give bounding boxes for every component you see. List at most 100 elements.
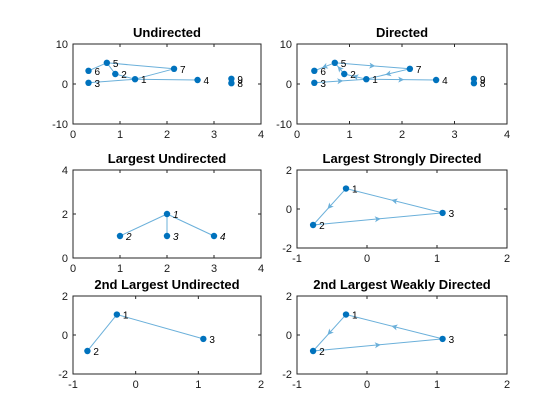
x-tick-label: 1: [117, 263, 123, 275]
edge-arrowhead: [337, 66, 344, 73]
graph-node: [439, 335, 446, 343]
graph-node: [131, 76, 139, 83]
axes-box: [296, 295, 508, 375]
node-label: 5: [341, 59, 347, 70]
node-label: 1: [352, 185, 358, 196]
x-tick-label: 1: [434, 379, 440, 391]
y-tick-label: 10: [280, 39, 292, 51]
graph-panel: Largest Undirected 0 1 2 3 4 0 2 4 1 2 3 4: [62, 151, 264, 275]
node-label: 2: [121, 70, 127, 81]
graph-edge: [88, 78, 136, 84]
node-label: 8: [480, 79, 486, 90]
y-tick-label: 0: [62, 79, 68, 91]
graph-edge: [115, 73, 136, 80]
edge-arrowhead: [374, 216, 381, 223]
x-tick-label: 0: [364, 379, 370, 391]
node-label: 2: [125, 232, 132, 243]
node-label: 6: [95, 67, 101, 78]
graph-node: [331, 59, 338, 66]
x-tick-label: -1: [292, 379, 302, 391]
x-tick-label: 2: [504, 253, 510, 265]
graph-node: [406, 65, 414, 73]
edge-arrowhead: [385, 70, 392, 77]
graph-panel: Largest Strongly Directed -1 0 1 2 -2 0 2 1 2 3: [282, 151, 510, 265]
x-tick-label: 3: [211, 263, 217, 275]
graph-edge: [106, 62, 175, 70]
y-tick-label: 10: [56, 39, 68, 51]
node-label: 1: [352, 311, 358, 322]
panel-title: 2nd Largest Undirected: [94, 277, 239, 292]
y-tick-label: 2: [286, 291, 292, 303]
graph-node: [210, 232, 218, 240]
edge-arrowhead: [321, 62, 329, 69]
x-tick-label: 2: [399, 129, 405, 141]
graph-node: [309, 221, 317, 229]
y-tick-label: 2: [62, 291, 68, 303]
node-label: 1: [173, 210, 179, 221]
edge-arrowhead: [374, 342, 381, 349]
x-tick-label: 0: [70, 263, 76, 275]
graph-node: [103, 59, 111, 66]
graph-node: [439, 209, 446, 217]
node-label: 3: [209, 335, 215, 346]
edge-arrowhead: [391, 198, 398, 205]
y-tick-label: 0: [62, 253, 68, 265]
y-tick-label: 4: [62, 165, 68, 177]
node-label: 9: [237, 75, 243, 86]
x-tick-label: 4: [504, 129, 510, 141]
node-label: 1: [372, 75, 378, 86]
y-tick-label: 0: [286, 330, 292, 342]
x-tick-label: 4: [258, 129, 264, 141]
y-tick-label: -2: [282, 369, 292, 381]
graph-edge: [88, 62, 108, 72]
x-tick-label: -1: [68, 379, 78, 391]
panel-title: 2nd Largest Weakly Directed: [313, 277, 491, 292]
edge-arrowhead: [398, 76, 405, 83]
graph-panel: 2nd Largest Undirected -1 0 1 2 -2 0 2 1 2 3: [58, 277, 264, 391]
graph-node: [116, 232, 124, 240]
node-label: 2: [93, 347, 99, 358]
graph-node: [470, 75, 478, 83]
graph-node: [342, 185, 350, 192]
node-label: 4: [220, 232, 226, 243]
graph-edge: [116, 314, 204, 340]
x-tick-label: 1: [195, 379, 201, 391]
x-tick-label: 2: [164, 129, 170, 141]
axes-box: [296, 169, 508, 249]
x-tick-label: 2: [258, 379, 264, 391]
graph-panel: 2nd Largest Weakly Directed -1 0 1 2 -2 0 2 1 2 3: [282, 277, 510, 391]
node-label: 3: [449, 335, 455, 346]
edge-arrowhead: [352, 74, 359, 81]
edge-arrowhead: [327, 202, 334, 209]
node-label: 6: [320, 67, 326, 78]
node-label: 3: [95, 79, 101, 90]
y-tick-label: -2: [282, 243, 292, 255]
x-tick-label: 1: [117, 129, 123, 141]
node-label: 9: [480, 75, 486, 86]
y-tick-label: 2: [286, 165, 292, 177]
graph-edge: [87, 314, 118, 352]
graph-node: [309, 347, 317, 355]
y-tick-label: 2: [62, 209, 68, 221]
graph-node: [113, 311, 121, 318]
axes-box: [72, 295, 262, 375]
graph-edge: [119, 213, 168, 237]
x-tick-label: 0: [364, 253, 370, 265]
x-tick-label: 3: [451, 129, 457, 141]
node-label: 5: [113, 59, 119, 70]
x-tick-label: -1: [292, 253, 302, 265]
panel-title: Undirected: [133, 25, 201, 40]
x-tick-label: 0: [133, 379, 139, 391]
panel-title: Largest Undirected: [108, 151, 227, 166]
graph-node: [311, 67, 318, 75]
graph-node: [194, 76, 201, 84]
graph-node: [163, 210, 171, 218]
graph-node: [163, 232, 171, 240]
node-label: 1: [141, 75, 147, 86]
y-tick-label: 0: [286, 79, 292, 91]
x-tick-label: 1: [434, 253, 440, 265]
graph-node: [228, 75, 235, 83]
